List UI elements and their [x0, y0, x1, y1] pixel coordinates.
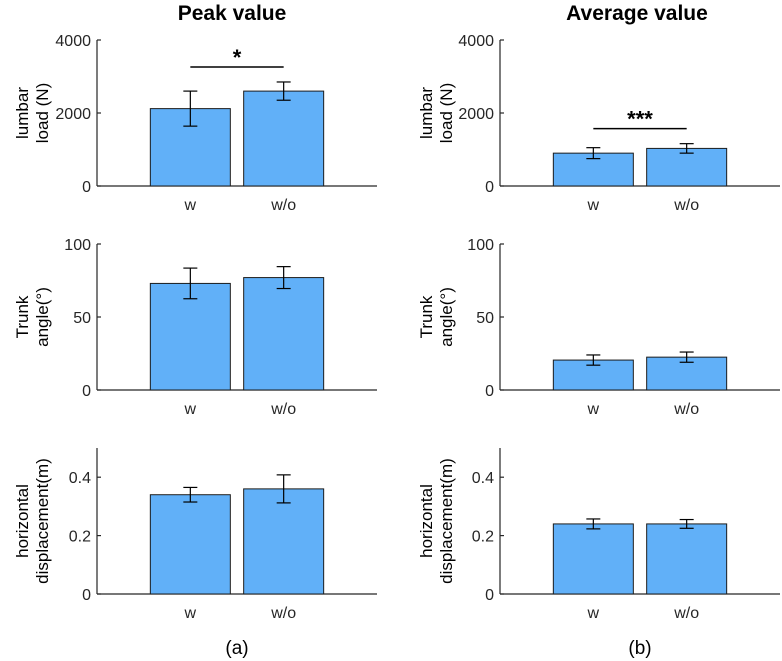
- bar-without: [646, 147, 728, 187]
- chart-panel-peak-row1: 0 2000 4000 lumbarload (N) w w/o *: [13, 33, 377, 214]
- y-tick-label: 2000: [55, 106, 91, 123]
- y-axis-label-line: angle(°): [33, 287, 52, 347]
- x-category-label: w: [184, 605, 197, 622]
- y-tick-label: 0.2: [69, 529, 91, 546]
- y-tick-label: 50: [73, 310, 91, 327]
- chart-panel-peak-row3: 0 0.2 0.4 horizontaldisplacement(m) w w/o: [13, 448, 377, 622]
- y-axis-label-line: Trunk: [13, 295, 32, 338]
- y-tick-label: 0: [485, 179, 494, 196]
- x-category-label: w: [184, 197, 197, 214]
- bar-w: [149, 494, 231, 595]
- y-axis-label: Trunkangle(°): [417, 287, 456, 347]
- column-title-peak: Peak value: [178, 2, 287, 25]
- y-axis-label-line: load (N): [33, 83, 52, 143]
- bar-without: [646, 523, 728, 595]
- y-tick-label: 4000: [458, 33, 494, 50]
- x-category-label: w: [587, 401, 600, 418]
- panel-label-a: (a): [225, 638, 248, 659]
- y-axis-label-line: displacement(m): [437, 458, 456, 584]
- y-axis-label: horizontaldisplacement(m): [13, 458, 52, 584]
- y-axis-label: lumbarload (N): [13, 83, 52, 143]
- x-category-label: w: [587, 197, 600, 214]
- y-axis-label-line: lumbar: [417, 87, 436, 139]
- y-tick-label: 0: [485, 587, 494, 604]
- x-category-label: w/o: [673, 401, 699, 418]
- bar-without: [243, 90, 325, 187]
- y-tick-label: 0.2: [472, 529, 494, 546]
- y-axis-label-line: displacement(m): [33, 458, 52, 584]
- bar-w: [149, 282, 231, 391]
- y-tick-label: 0: [82, 383, 91, 400]
- y-axis-label: lumbarload (N): [417, 83, 456, 143]
- y-axis-label: horizontaldisplacement(m): [417, 458, 456, 584]
- y-axis-label-line: Trunk: [417, 295, 436, 338]
- y-axis-label-line: angle(°): [437, 287, 456, 347]
- y-axis-label: Trunkangle(°): [13, 287, 52, 347]
- y-axis-label-line: horizontal: [417, 484, 436, 558]
- y-axis-label-line: lumbar: [13, 87, 32, 139]
- significance-marker: ***: [627, 107, 653, 132]
- x-category-label: w/o: [270, 401, 296, 418]
- x-category-label: w/o: [270, 197, 296, 214]
- x-category-label: w/o: [673, 605, 699, 622]
- y-tick-label: 0: [82, 179, 91, 196]
- y-tick-label: 4000: [55, 33, 91, 50]
- y-tick-label: 2000: [458, 106, 494, 123]
- bar-without: [243, 277, 325, 391]
- y-axis-label-line: load (N): [437, 83, 456, 143]
- column-title-average: Average value: [566, 2, 708, 25]
- y-tick-label: 0.4: [69, 470, 91, 487]
- chart-panel-peak-row2: 0 50 100 Trunkangle(°) w w/o: [13, 237, 377, 418]
- chart-panel-average-row2: 0 50 100 Trunkangle(°) w w/o: [417, 237, 780, 418]
- bar-without: [243, 488, 325, 595]
- significance-marker: *: [233, 45, 242, 70]
- x-category-label: w/o: [270, 605, 296, 622]
- y-tick-label: 100: [64, 237, 91, 254]
- y-tick-label: 0: [485, 383, 494, 400]
- y-tick-label: 0.4: [472, 470, 494, 487]
- y-tick-label: 0: [82, 587, 91, 604]
- x-category-label: w: [587, 605, 600, 622]
- x-category-label: w: [184, 401, 197, 418]
- y-tick-label: 50: [476, 310, 494, 327]
- chart-panel-average-row1: 0 2000 4000 lumbarload (N) w w/o ***: [417, 33, 780, 214]
- y-axis-label-line: horizontal: [13, 484, 32, 558]
- y-tick-label: 100: [467, 237, 494, 254]
- chart-panel-average-row3: 0 0.2 0.4 horizontaldisplacement(m) w w/o: [417, 448, 780, 622]
- panel-label-b: (b): [628, 638, 651, 659]
- bar-w: [552, 523, 634, 595]
- x-category-label: w/o: [673, 197, 699, 214]
